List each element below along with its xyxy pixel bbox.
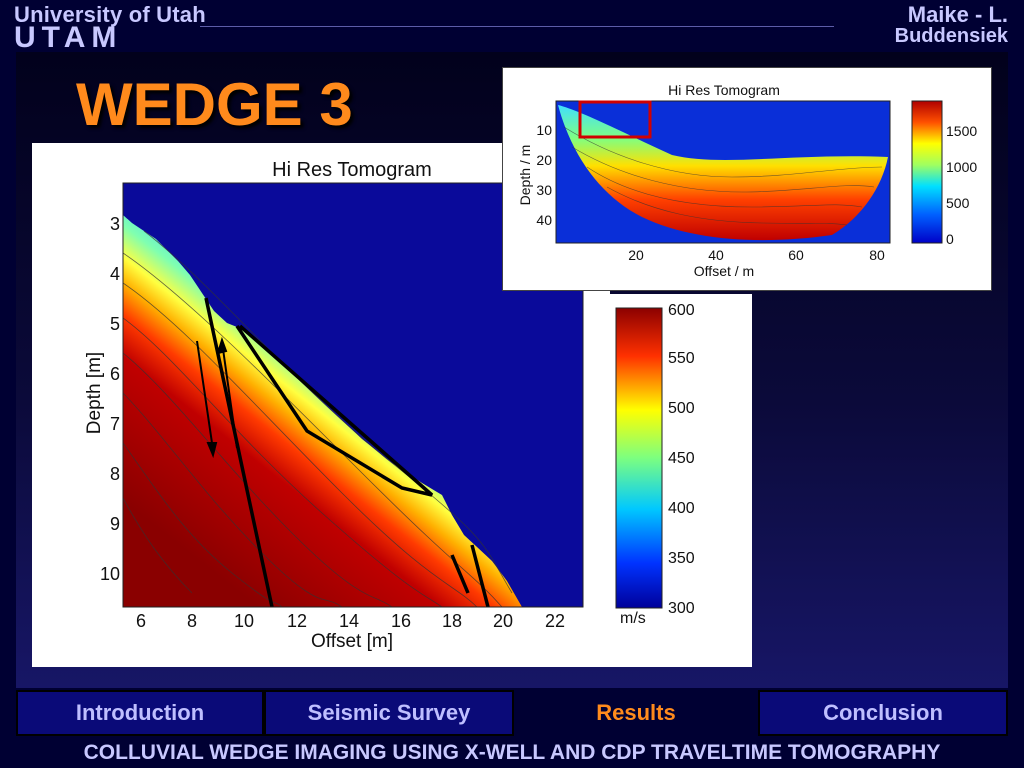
section-tabs: Introduction Seismic Survey Results Conc… [16,690,1008,736]
author-name: Maike - L. [907,2,1008,27]
inset-x-ticks: 20 40 60 80 [628,247,885,263]
y-tick: 5 [110,314,120,334]
fault-annotations [204,297,490,607]
main-y-label: Depth [m] [84,352,105,434]
inset-colorbar-ticks: 0 500 1000 1500 [946,123,977,247]
cbar-tick: 450 [668,450,695,467]
y-tick: 6 [110,364,120,384]
tab-label: Seismic Survey [307,700,471,725]
tab-label: Conclusion [823,700,943,725]
colorbar-ticks: 300 350 400 450 500 550 600 [668,302,695,617]
tab-results[interactable]: Results [514,690,758,736]
y-tick: 4 [110,264,120,284]
x-tick: 10 [234,611,254,631]
cbar-tick: 1000 [946,159,977,175]
velocity-colorbar [615,307,663,609]
y-tick: 9 [110,514,120,534]
y-tick: 7 [110,414,120,434]
inset-colorbar [911,100,943,244]
tab-label: Introduction [75,700,205,725]
y-tick: 20 [536,152,552,168]
cbar-tick: 1500 [946,123,977,139]
x-tick: 6 [136,611,146,631]
tab-conclusion[interactable]: Conclusion [758,690,1008,736]
author-surname: Buddensiek [894,25,1008,47]
footer-title: COLLUVIAL WEDGE IMAGING USING X-WELL AND… [83,741,941,764]
x-tick: 22 [545,611,565,631]
tab-label: Results [596,700,676,725]
cbar-tick: 350 [668,550,695,567]
inset-y-label: Depth / m [517,145,533,206]
velocity-wedge-region [123,215,522,607]
group-logo-text: UTAM [14,21,123,54]
inset-chart-title: Hi Res Tomogram [668,82,780,98]
inset-contours [563,126,883,226]
motion-arrows [196,336,238,459]
y-tick: 3 [110,214,120,234]
header-right: Maike - L. Buddensiek [895,2,1008,48]
cbar-tick: 550 [668,350,695,367]
main-chart-title: Hi Res Tomogram [272,159,432,181]
x-tick: 12 [287,611,307,631]
header-divider [200,26,834,27]
inset-highlight-box [578,100,652,139]
tab-introduction[interactable]: Introduction [16,690,264,736]
main-x-label: Offset [m] [311,631,393,652]
x-tick: 8 [187,611,197,631]
x-tick: 80 [869,247,885,263]
x-tick: 60 [788,247,804,263]
contour-lines [123,230,513,607]
inset-velocity-basin [558,105,888,241]
y-tick: 10 [100,564,120,584]
colorbar-panel [586,294,752,667]
main-y-ticks: 3 4 5 6 7 8 9 10 [100,214,120,584]
y-tick: 40 [536,212,552,228]
y-tick: 8 [110,464,120,484]
inset-tomogram-chart: Hi Res Tomogram 10 20 30 40 Depth / m 20… [517,82,977,279]
x-tick: 16 [391,611,411,631]
cbar-tick: 0 [946,231,954,247]
x-tick: 40 [708,247,724,263]
cbar-tick: 400 [668,500,695,517]
y-tick: 30 [536,182,552,198]
cbar-tick: 500 [946,195,970,211]
inset-x-label: Offset / m [694,263,754,279]
main-x-ticks: 6 8 10 12 14 16 18 20 22 [136,611,565,631]
x-tick: 20 [628,247,644,263]
inset-y-ticks: 10 20 30 40 [536,122,552,228]
university-name: University of Utah [14,2,206,27]
cbar-tick: 600 [668,302,695,319]
tab-seismic-survey[interactable]: Seismic Survey [264,690,514,736]
header-left: University of Utah UTAM [14,2,206,54]
slide-title: WEDGE 3 [76,71,353,138]
colorbar-unit: m/s [620,610,646,627]
x-tick: 14 [339,611,359,631]
x-tick: 20 [493,611,513,631]
y-tick: 10 [536,122,552,138]
cbar-tick: 300 [668,600,695,617]
x-tick: 18 [442,611,462,631]
cbar-tick: 500 [668,400,695,417]
